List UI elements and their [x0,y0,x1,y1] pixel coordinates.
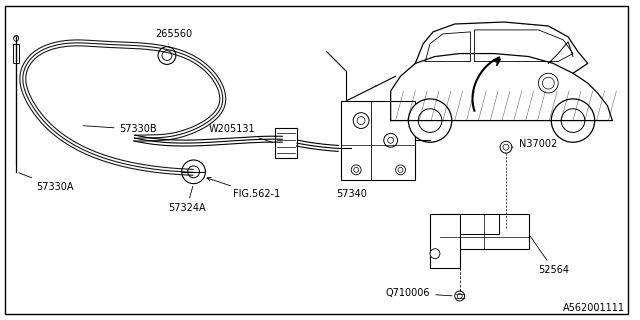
Circle shape [408,99,452,142]
Bar [13,44,19,63]
Bar [275,128,297,158]
Text: 57324A: 57324A [168,186,205,213]
Circle shape [538,73,558,93]
Bar [430,214,460,268]
Circle shape [455,291,465,301]
Circle shape [188,166,200,178]
Text: Q710006: Q710006 [386,288,452,298]
Circle shape [384,133,397,147]
Circle shape [162,51,172,60]
Bar [440,214,529,249]
Circle shape [430,249,440,259]
Text: W205131: W205131 [209,124,273,142]
Circle shape [357,116,365,124]
Circle shape [419,109,442,132]
Circle shape [388,137,394,143]
Circle shape [398,167,403,172]
Circle shape [500,141,512,153]
Circle shape [13,35,19,40]
Text: N37002: N37002 [512,139,557,149]
Circle shape [503,144,509,150]
Circle shape [396,165,406,175]
Text: 57330A: 57330A [19,173,74,192]
Circle shape [158,47,176,64]
Circle shape [13,36,19,41]
Bar [341,101,415,180]
Text: 57340: 57340 [337,189,367,199]
Circle shape [561,109,585,132]
Circle shape [457,293,462,299]
Circle shape [543,77,554,89]
Text: A562001111: A562001111 [563,303,625,313]
Circle shape [551,99,595,142]
Bar [460,214,499,234]
Text: 52564: 52564 [530,236,570,275]
Circle shape [353,113,369,128]
Text: 265560: 265560 [156,29,193,44]
Circle shape [354,167,358,172]
Circle shape [348,145,354,151]
Bar [13,44,19,61]
Circle shape [182,160,205,184]
Circle shape [351,165,361,175]
Text: FIG.562-1: FIG.562-1 [207,177,280,199]
Text: 57330B: 57330B [83,124,157,134]
